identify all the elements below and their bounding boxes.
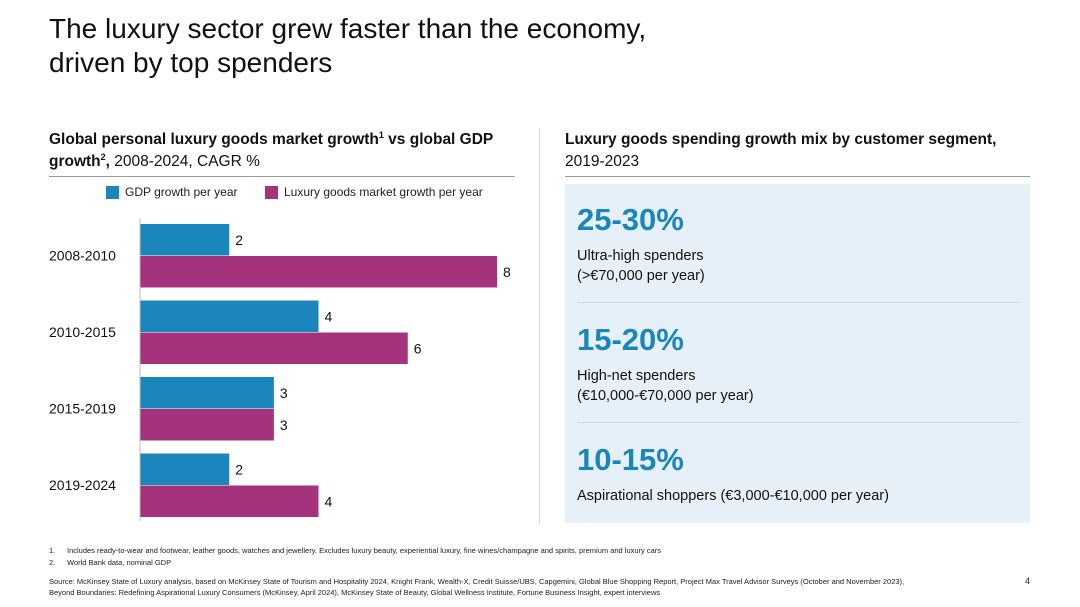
bar-luxury bbox=[140, 256, 497, 288]
source-note: Source: McKinsey State of Luxury analysi… bbox=[49, 576, 1009, 598]
segment-heading-bold: Luxury goods spending growth mix by cust… bbox=[565, 131, 997, 148]
bar-gdp bbox=[140, 300, 319, 332]
legend-item-luxury: Luxury goods market growth per year bbox=[265, 183, 483, 201]
bar-gdp bbox=[140, 377, 274, 409]
slide-title: The luxury sector grew faster than the e… bbox=[49, 12, 849, 80]
segment-separator bbox=[577, 302, 1019, 303]
bar-luxury bbox=[140, 332, 408, 364]
category-label: 2008-2010 bbox=[49, 248, 116, 264]
category-label: 2010-2015 bbox=[49, 324, 116, 340]
segment-high-net: 15-20% High-net spenders (€10,000-€70,00… bbox=[577, 322, 1017, 406]
category-label: 2015-2019 bbox=[49, 401, 116, 417]
bar-luxury bbox=[140, 485, 319, 517]
segment-panel: 25-30% Ultra-high spenders (>€70,000 per… bbox=[565, 184, 1030, 523]
chart-heading-part2: vs global GDP growth bbox=[49, 131, 493, 170]
legend-swatch-gdp bbox=[106, 185, 119, 199]
footnote-2: 2. World Bank data, nominal GDP bbox=[49, 557, 661, 569]
bar-luxury bbox=[140, 409, 274, 441]
segment-desc-line2: (€10,000-€70,000 per year) bbox=[577, 388, 754, 404]
chart-heading: Global personal luxury goods market grow… bbox=[49, 129, 519, 173]
segment-desc-line1: High-net spenders bbox=[577, 368, 696, 384]
category-label: 2019-2024 bbox=[49, 477, 116, 493]
data-label: 4 bbox=[325, 308, 333, 324]
column-divider bbox=[539, 128, 540, 524]
chart-heading-part1: Global personal luxury goods market grow… bbox=[49, 131, 379, 148]
data-label: 6 bbox=[414, 340, 422, 356]
chart-heading-comma: , bbox=[105, 153, 110, 170]
footnotes: 1. Includes ready-to-wear and footwear, l… bbox=[49, 545, 661, 569]
segment-pct: 25-30% bbox=[577, 202, 684, 237]
legend-label-gdp: GDP growth per year bbox=[125, 185, 238, 199]
bar-gdp bbox=[140, 224, 230, 256]
segment-desc-line1: Ultra-high spenders bbox=[577, 248, 704, 264]
segment-aspirational: 10-15% Aspirational shoppers (€3,000-€10… bbox=[577, 442, 1017, 506]
source-line2: Beyond Boundaries: Redefining Aspiration… bbox=[49, 588, 661, 597]
segment-heading-rest: 2019-2023 bbox=[565, 153, 640, 170]
data-label: 4 bbox=[325, 493, 333, 509]
segment-desc-line1: Aspirational shoppers (€3,000-€10,000 pe… bbox=[577, 488, 889, 504]
chart-heading-rest: 2008-2024, CAGR % bbox=[109, 153, 260, 170]
segment-desc: High-net spenders (€10,000-€70,000 per y… bbox=[577, 366, 1017, 406]
footnote-ref-2: 2 bbox=[100, 152, 106, 162]
footnote-number: 2. bbox=[49, 558, 56, 567]
segment-desc: Aspirational shoppers (€3,000-€10,000 pe… bbox=[577, 486, 1017, 506]
page-number: 4 bbox=[1025, 576, 1031, 586]
bar-chart: 2008-2010 2 8 2010-2015 4 6 2015-2019 3 3 2019-20… bbox=[49, 218, 511, 521]
footnote-1: 1. Includes ready-to-wear and footwear, l… bbox=[49, 545, 661, 557]
segment-pct: 10-15% bbox=[577, 442, 684, 477]
chart-heading-rule bbox=[49, 176, 515, 177]
segment-pct: 15-20% bbox=[577, 322, 684, 357]
segment-desc: Ultra-high spenders (>€70,000 per year) bbox=[577, 246, 1017, 286]
bar-gdp bbox=[140, 453, 230, 485]
data-label: 2 bbox=[235, 232, 243, 248]
slide-title-line1: The luxury sector grew faster than the e… bbox=[49, 13, 647, 44]
legend-label-luxury: Luxury goods market growth per year bbox=[284, 185, 483, 199]
footnote-text: World Bank data, nominal GDP bbox=[67, 558, 172, 567]
segment-separator bbox=[577, 422, 1019, 423]
legend-swatch-luxury bbox=[265, 185, 278, 199]
footnote-text: Includes ready-to-wear and footwear, lea… bbox=[67, 546, 662, 555]
segment-desc-line2: (>€70,000 per year) bbox=[577, 268, 705, 284]
source-line1: Source: McKinsey State of Luxury analysi… bbox=[49, 577, 905, 586]
footnote-number: 1. bbox=[49, 546, 56, 555]
data-label: 8 bbox=[503, 264, 511, 280]
data-label: 3 bbox=[280, 417, 288, 433]
segment-heading: Luxury goods spending growth mix by cust… bbox=[565, 129, 1035, 173]
segment-heading-rule bbox=[565, 176, 1030, 177]
segment-ultra-high: 25-30% Ultra-high spenders (>€70,000 per… bbox=[577, 202, 1017, 286]
data-label: 2 bbox=[235, 461, 243, 477]
slide-title-line2: driven by top spenders bbox=[49, 47, 333, 78]
data-label: 3 bbox=[280, 385, 288, 401]
footnote-ref-1: 1 bbox=[378, 130, 384, 140]
legend-item-gdp: GDP growth per year bbox=[106, 183, 238, 201]
